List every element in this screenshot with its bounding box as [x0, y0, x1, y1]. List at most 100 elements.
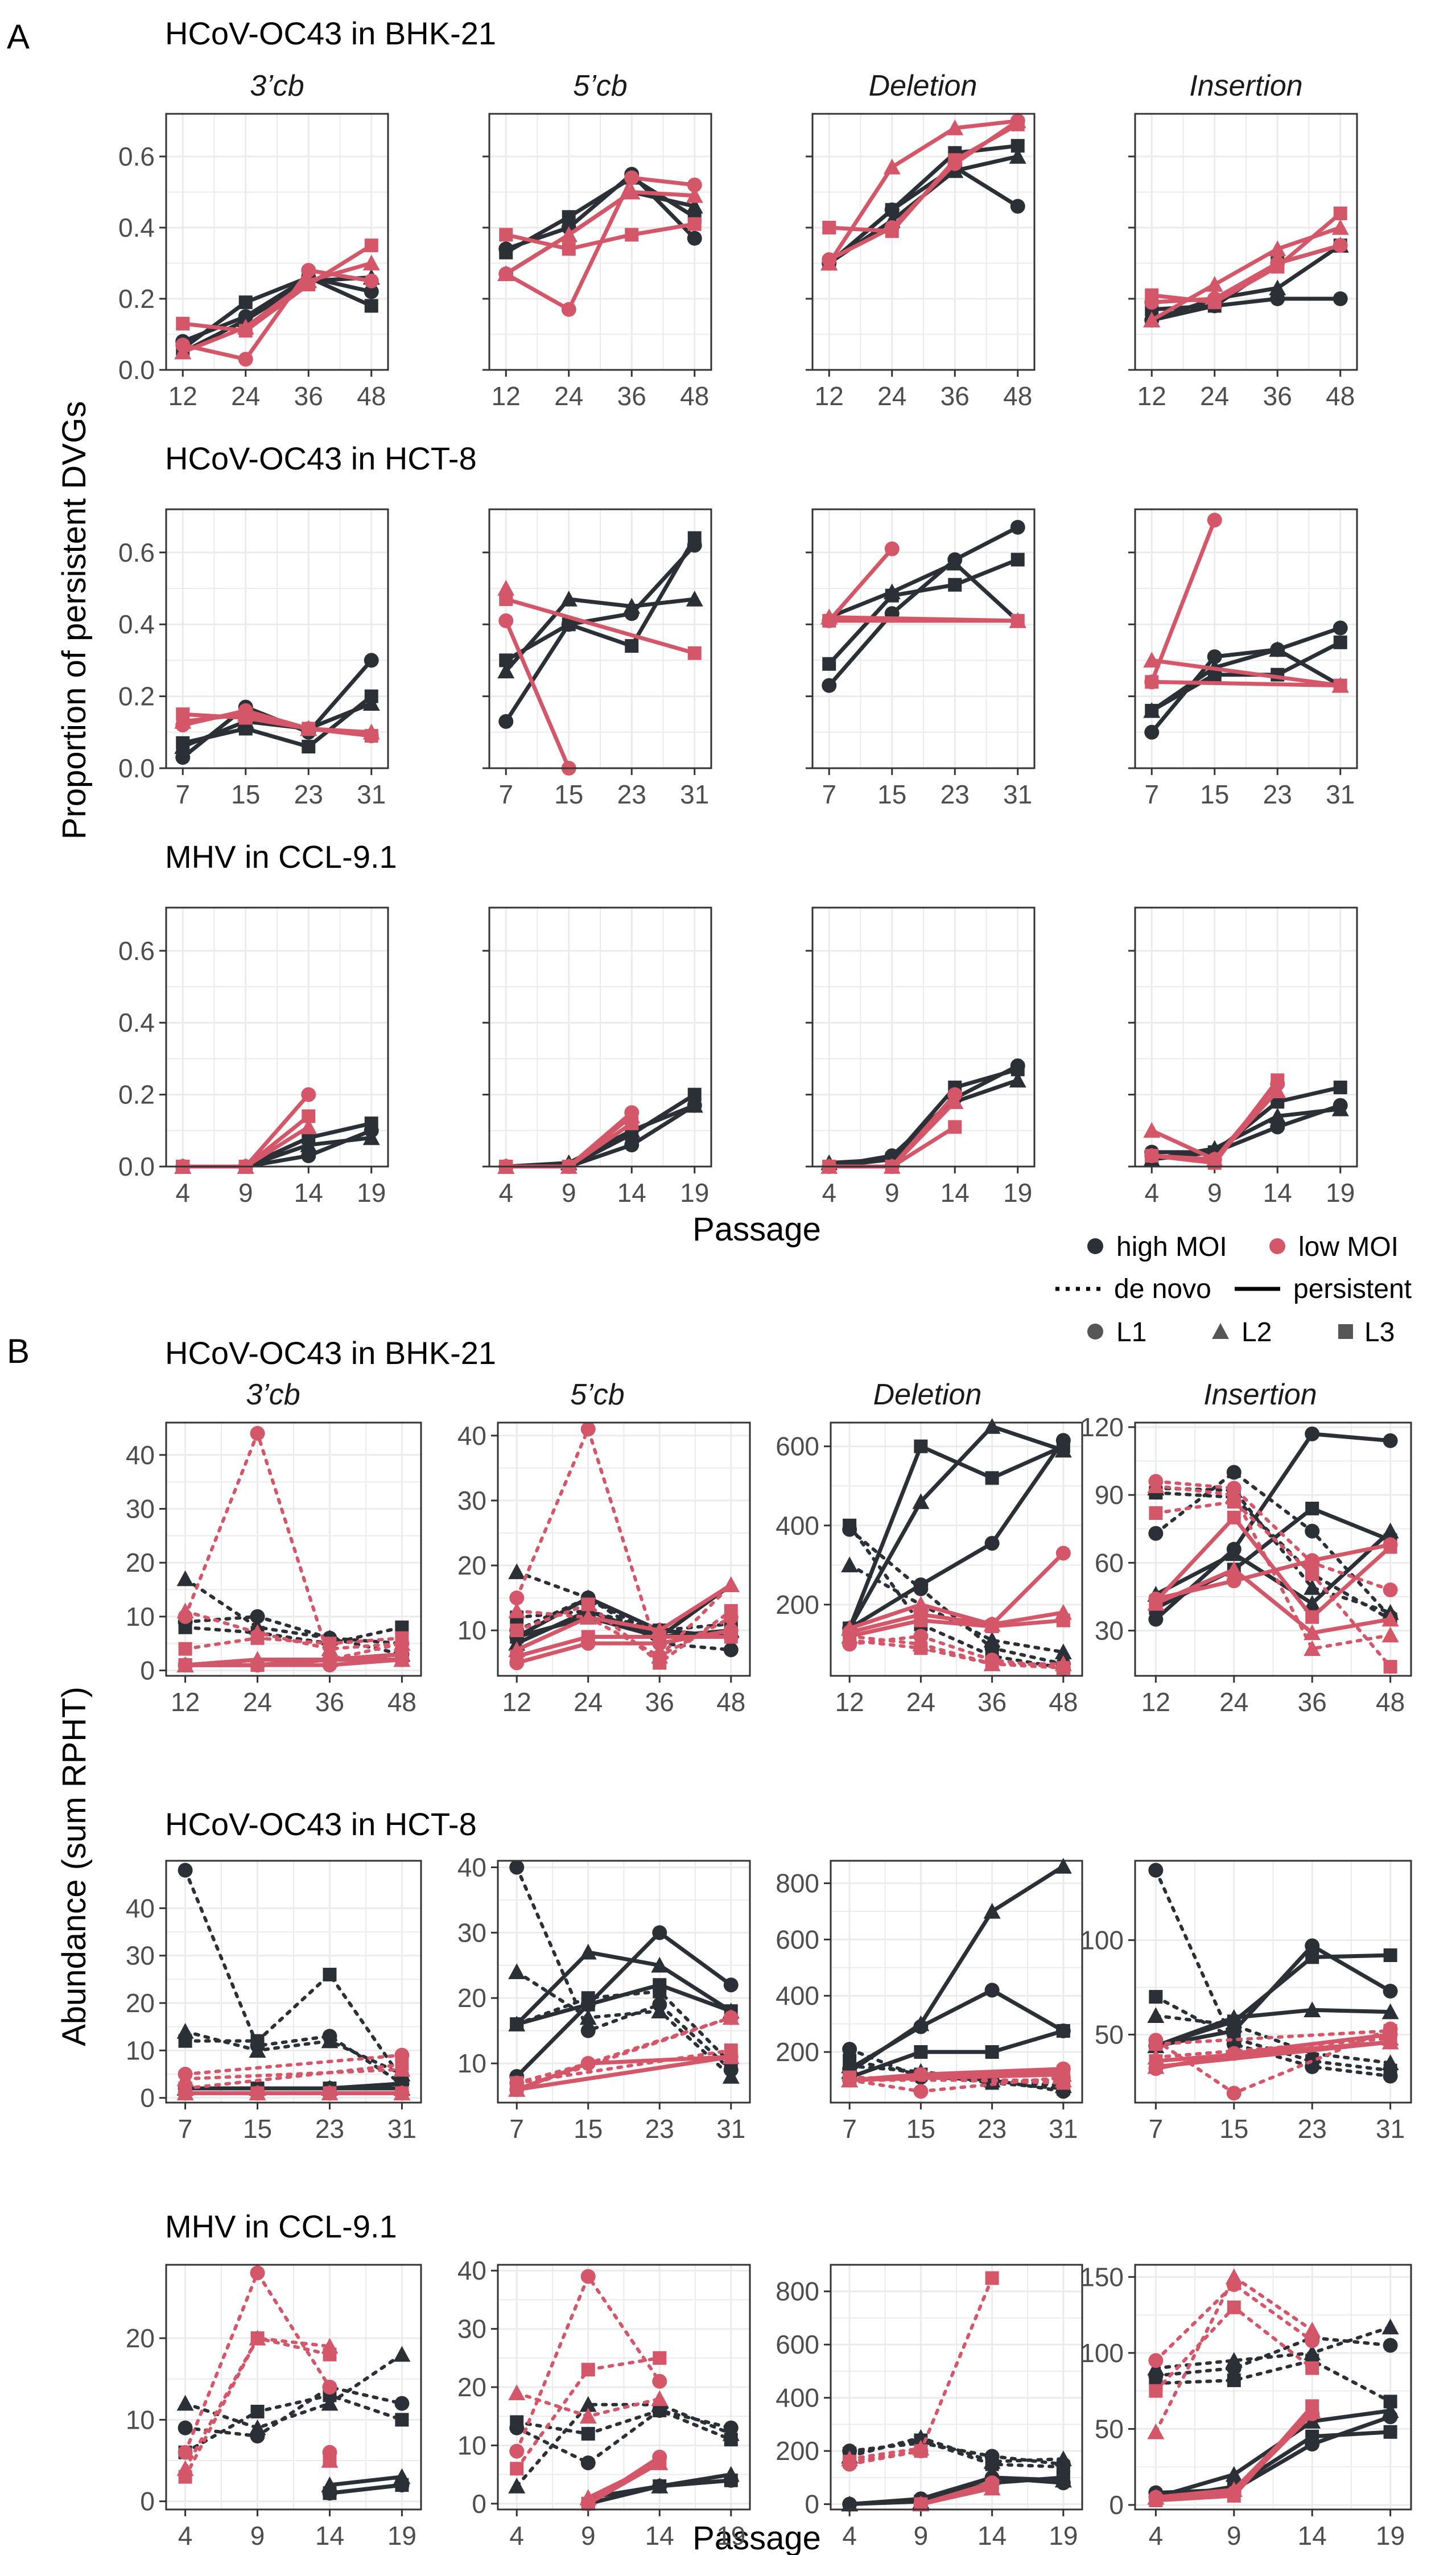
a-r2-c4-high-L1-point — [1144, 724, 1160, 740]
a-r1-c2-low-L3-point — [499, 228, 513, 242]
b-r1-c4-x-tick-label: 12 — [1141, 1687, 1170, 1717]
b-r1-c1-low-L3-persistent-line — [185, 1652, 402, 1667]
a-r1-c4-high-L2-point — [1269, 279, 1286, 295]
b-r1-c4-low-L3-denovo-point — [1383, 1660, 1397, 1674]
a-r3-c2-high-L2-point — [686, 1097, 703, 1113]
b-r1-c3-frame — [830, 1421, 1083, 1677]
b-r3-c3-high-L3-denovo-point — [985, 2457, 999, 2471]
b-r1-c3-x-tick-label: 48 — [1049, 1687, 1078, 1717]
b-r2-c2-low-L3-persistent-point — [510, 2083, 524, 2097]
b-r1-c4-low-L2-persistent-line — [1154, 1567, 1391, 1635]
a-r1-c2-high-L3-line — [505, 176, 696, 254]
b-r2-c2-y-tick-label: 40 — [457, 1852, 486, 1882]
panel-a-label: A — [7, 18, 30, 56]
b-r1-c4-y-tick-label: 30 — [1095, 1616, 1124, 1646]
a-r1-c4-x-tick-label: 12 — [1137, 381, 1166, 411]
b-r2-c4-x-tick-label: 7 — [1149, 2114, 1164, 2144]
b-r1-c1-high-L1-denovo-point — [250, 1609, 265, 1624]
a-r3-c4-frame — [1134, 906, 1358, 1168]
a-r1-c1-y-tick-label: 0.6 — [118, 142, 155, 171]
a-col-title-3cb: 3’cb — [250, 69, 304, 102]
b-r3-c3-y-tick-label: 400 — [776, 2383, 819, 2413]
b-r2-c2-high-L2-denovo-point — [579, 2009, 597, 2025]
legend-persistent-label: persistent — [1293, 1274, 1412, 1304]
legend-l3-swatch — [1338, 1324, 1353, 1339]
b-r3-c1-y-tick-label: 20 — [126, 2323, 155, 2353]
b-r1-c2-low-L2-persistent-line — [515, 1583, 732, 1652]
a-r3-c1-x-tick-label: 9 — [238, 1178, 253, 1208]
a-r1-c4-low-L3-line — [1151, 212, 1342, 304]
b-r3-c4-y-tick-label: 0 — [1109, 2490, 1124, 2520]
a-r2-c3-low-L3-point — [1010, 613, 1025, 628]
legend-l2-label: L2 — [1241, 1317, 1272, 1347]
a-r2-c2-high-L2-point — [686, 590, 703, 607]
a-r1-c2-high-L3-point — [562, 210, 576, 224]
b-r1-c2-low-L3-persistent-point — [724, 1630, 738, 1644]
a-col-title-deletion: Deletion — [869, 69, 977, 102]
b-r3-c2-frame — [497, 2264, 751, 2511]
b-r2-c2-y-tick-label: 10 — [457, 2049, 486, 2078]
b-r2-c3-y-tick-label: 200 — [776, 2037, 819, 2067]
b-r1-c3-y-tick-label: 600 — [776, 1432, 819, 1461]
a-r1-c1-low-L1-line — [182, 268, 372, 361]
a-r3-c1-y-tick-label: 0.2 — [118, 1080, 155, 1110]
a-r1-c3-low-L3-line — [829, 122, 1019, 233]
b-r1-c1-high-L2-denovo-line — [183, 1577, 404, 1646]
panel-b-label: B — [7, 1332, 30, 1370]
b-r2-c3-x-tick-label: 31 — [1049, 2114, 1078, 2144]
b-r3-c4-low-L2-denovo-point — [1225, 2268, 1243, 2285]
a-col-title-5cb: 5’cb — [573, 69, 627, 102]
b-r1-c2-low-L3-denovo-point — [510, 1623, 524, 1638]
b-r2-c3-high-L2-persistent-point — [983, 1902, 1001, 1919]
b-r2-c2-x-tick-label: 7 — [509, 2114, 524, 2144]
b-r2-c3-high-L3-persistent-point — [914, 2045, 928, 2059]
b-r1-c2-low-L2-persistent-point — [722, 1576, 740, 1593]
b-r1-c3-high-L1-persistent-point — [913, 1577, 929, 1593]
b-r3-c2-x-tick-label: 9 — [581, 2521, 596, 2550]
b-r2-c4-high-L2-denovo-point — [1147, 2007, 1165, 2024]
b-r2-c3-high-L3-persistent-line — [848, 2029, 1064, 2079]
b-r1-c1-low-L2-denovo-line — [183, 1609, 404, 1651]
a-r1-c3-x-tick-label: 12 — [815, 381, 844, 411]
a-r3-c4-low-L2-point — [1269, 1082, 1286, 1099]
b-r3-c2-y-tick-label: 30 — [457, 2314, 486, 2344]
b-r1-c4-low-L3-persistent-point — [1383, 1540, 1397, 1554]
a-r2-c2-x-tick-label: 7 — [498, 780, 513, 809]
b-r1-c4-low-L1-persistent-point — [1226, 1573, 1241, 1589]
b-r2-c2-high-L2-persistent-point — [579, 1943, 597, 1960]
b-r3-c1-high-L1-denovo-point — [178, 2420, 193, 2436]
b-r1-c4-low-L3-denovo-point — [1227, 1495, 1241, 1509]
b-r3-c3-low-L2-denovo-line — [848, 2446, 923, 2461]
a-r3-c3-low-L3-point — [948, 1120, 962, 1134]
a-r2-c3-high-L3-point — [822, 657, 836, 671]
b-r2-c2-high-L2-persistent-line — [515, 1950, 732, 2026]
a-r3-c1-y-tick-label: 0.0 — [118, 1152, 155, 1181]
a-r2-c2-frame — [488, 508, 712, 769]
b-r1-c2-y-tick-label: 40 — [457, 1421, 486, 1450]
a-r2-c3-high-L1-point — [822, 678, 837, 693]
a-r2-c1-high-L3-point — [302, 740, 316, 754]
a-row-title-2: HCoV-OC43 in HCT-8 — [165, 440, 477, 476]
a-r2-c2-low-L3-point — [499, 592, 513, 606]
b-r2-c3-high-L2-persistent-point — [912, 2015, 930, 2031]
a-r1-c2-low-L2-point — [497, 265, 515, 281]
b-r2-c3-y-tick-label: 800 — [776, 1869, 819, 1898]
b-r2-c2-y-tick-label: 20 — [457, 1983, 486, 2013]
b-r2-c3-high-L3-persistent-point — [1056, 2024, 1070, 2038]
b-r2-c2-high-L1-denovo-point — [580, 2023, 596, 2038]
a-r2-c3-high-L3-point — [885, 588, 899, 603]
a-r1-c4-low-L2-point — [1143, 311, 1161, 328]
b-r1-c1-low-L3-persistent-point — [395, 1647, 409, 1662]
a-r2-c1-x-tick-label: 7 — [175, 780, 190, 809]
b-r2-c2-low-L3-persistent-line — [516, 2055, 732, 2092]
b-r1-c3-x-tick-label: 36 — [977, 1687, 1007, 1717]
b-r3-c3-x-tick-label: 14 — [977, 2521, 1007, 2550]
b-r1-c1-y-tick-label: 40 — [126, 1440, 155, 1470]
a-r2-c1-low-L3-line — [183, 712, 372, 738]
b-r3-c2-low-L2-denovo-point — [508, 2384, 526, 2400]
b-r3-c2-y-tick-label: 20 — [457, 2372, 486, 2402]
a-r3-c4-low-L3-point — [1271, 1073, 1285, 1087]
b-r2-c2-high-L2-denovo-point — [651, 2002, 669, 2018]
